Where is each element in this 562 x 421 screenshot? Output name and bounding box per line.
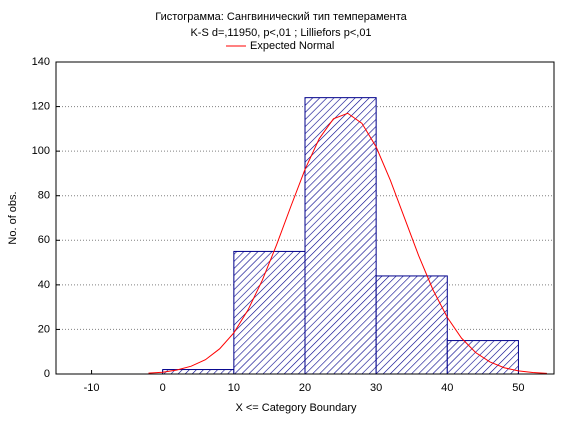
chart-title: Гистограмма: Сангвинический тип темперам… — [155, 11, 407, 23]
x-tick-label: 0 — [160, 382, 166, 394]
plot-frame — [55, 61, 555, 375]
y-tick-label: 40 — [38, 279, 50, 291]
y-tick-label: 80 — [38, 190, 50, 202]
y-axis-label: No. of obs. — [7, 191, 19, 244]
y-tick-label: 20 — [38, 323, 50, 335]
chart-subtitle: K-S d=,11950, p<,01 ; Lilliefors p<,01 — [190, 27, 371, 39]
bar — [304, 97, 377, 375]
x-tick-label: 10 — [228, 382, 240, 394]
bar — [375, 275, 448, 375]
x-tick-label: 20 — [299, 382, 311, 394]
x-axis-label: X <= Category Boundary — [235, 402, 357, 414]
y-tick-label: 100 — [32, 145, 50, 157]
y-tick-label: 120 — [32, 100, 50, 112]
x-tick-label: 30 — [370, 382, 382, 394]
curve — [148, 112, 547, 374]
legend-label: Expected Normal — [250, 40, 334, 52]
y-tick-label: 140 — [32, 56, 50, 68]
y-tick-label: 60 — [38, 234, 50, 246]
y-tick-label: 0 — [44, 368, 50, 380]
x-tick-label: -10 — [84, 382, 100, 394]
x-tick-label: 50 — [512, 382, 524, 394]
bar — [233, 250, 306, 375]
x-tick-label: 40 — [441, 382, 453, 394]
